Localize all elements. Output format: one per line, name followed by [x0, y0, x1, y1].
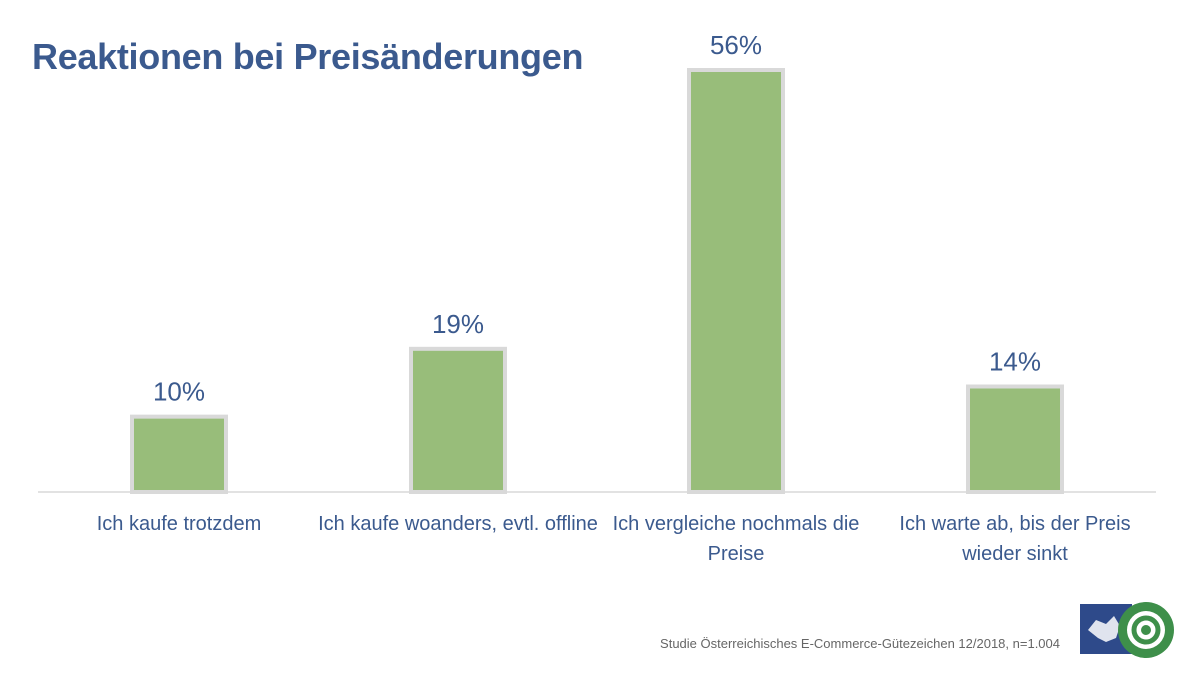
data-label: 14%	[989, 347, 1041, 377]
category-label: Ich kaufe trotzdem	[96, 513, 262, 535]
data-label: 19%	[432, 309, 484, 339]
chart-title: Reaktionen bei Preisänderungen	[32, 36, 584, 77]
source-note: Studie Österreichisches E-Commerce-Gütez…	[660, 636, 1060, 651]
category-label: Ich vergleiche nochmals die Preise	[612, 513, 860, 565]
bar	[687, 68, 785, 494]
category-label: Ich warte ab, bis der Preis wieder sinkt	[899, 513, 1131, 565]
data-label: 56%	[710, 30, 762, 60]
bar	[409, 346, 507, 495]
category-label: Ich kaufe woanders, evtl. offline	[318, 513, 598, 535]
bar	[130, 414, 228, 494]
data-label: 10%	[153, 377, 205, 407]
guetezeichen-logo	[1080, 602, 1174, 658]
bar	[966, 384, 1064, 494]
